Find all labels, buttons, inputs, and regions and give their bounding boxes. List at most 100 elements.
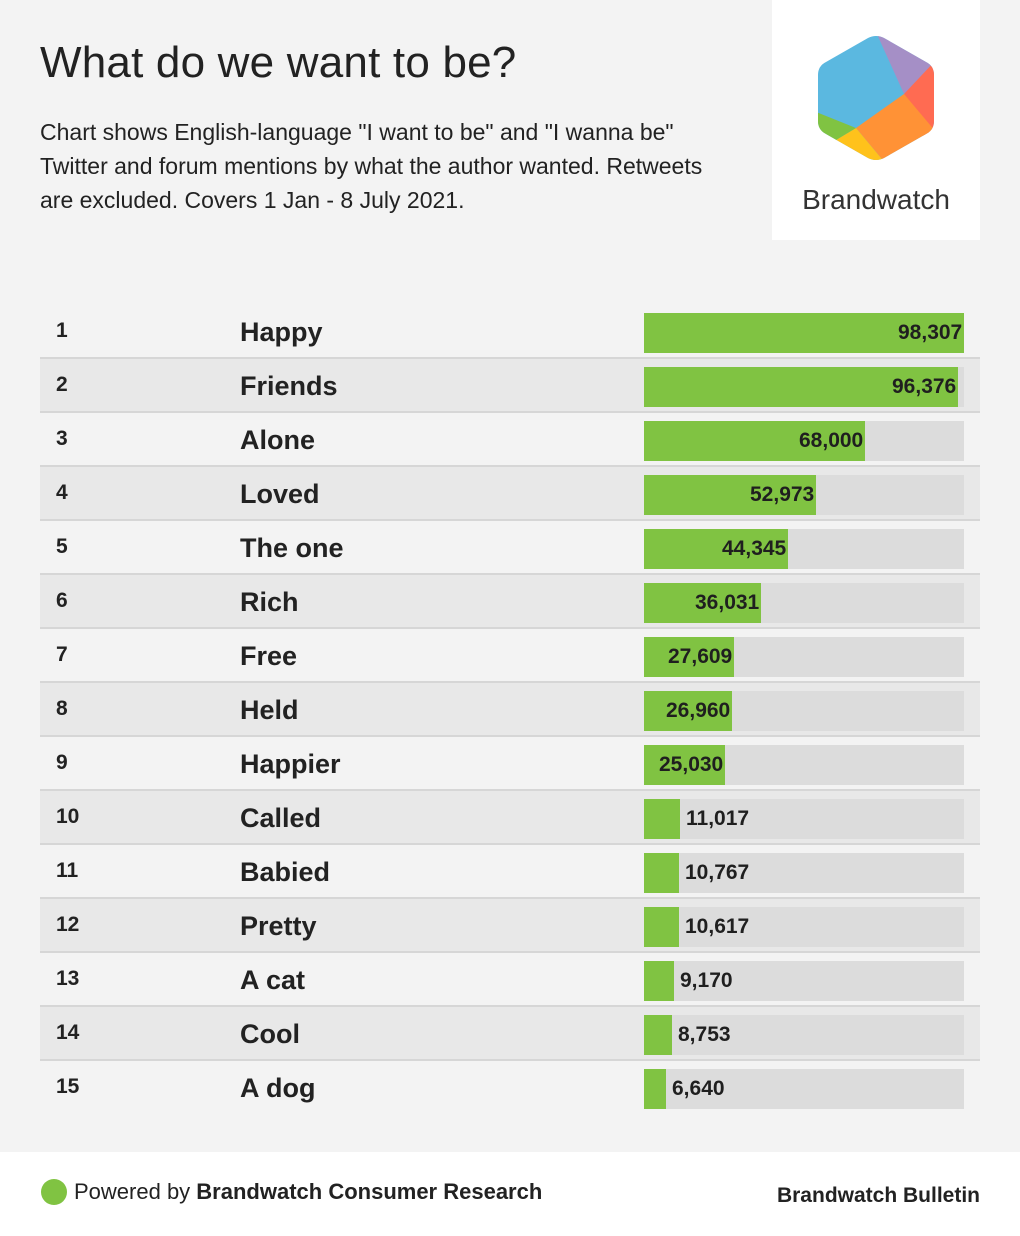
brand-logo-box: Brandwatch xyxy=(772,0,980,240)
bar-value-label: 10,617 xyxy=(685,915,750,938)
bar-track: 10,767 xyxy=(644,853,964,893)
rank-number: 2 xyxy=(56,373,68,396)
bar xyxy=(644,367,958,407)
bar-track: 27,609 xyxy=(644,637,964,677)
bar xyxy=(644,529,788,569)
powered-by-brand: Brandwatch Consumer Research xyxy=(196,1179,543,1204)
bar-track: 6,640 xyxy=(644,1069,964,1109)
bar-track: 44,345 xyxy=(644,529,964,569)
bar-track: 98,307 xyxy=(644,313,964,353)
table-row: 8 Held 26,960 xyxy=(40,683,980,737)
bar xyxy=(644,745,725,785)
row-divider xyxy=(40,411,980,413)
row-divider xyxy=(40,573,980,575)
rank-number: 14 xyxy=(56,1021,80,1044)
row-divider xyxy=(40,627,980,629)
category-label: Alone xyxy=(240,425,316,455)
rank-number: 5 xyxy=(56,535,68,558)
row-divider xyxy=(40,1005,980,1007)
category-label: Babied xyxy=(240,857,331,887)
category-label: A dog xyxy=(240,1073,316,1103)
rank-number: 7 xyxy=(56,643,68,666)
table-row: 9 Happier 25,030 xyxy=(40,737,980,791)
bar-value-label: 11,017 xyxy=(686,807,750,830)
rank-number: 9 xyxy=(56,751,68,774)
rank-number: 6 xyxy=(56,589,68,612)
bar-track: 52,973 xyxy=(644,475,964,515)
bar-track: 9,170 xyxy=(644,961,964,1001)
bar xyxy=(644,583,761,623)
row-divider xyxy=(40,897,980,899)
rank-number: 13 xyxy=(56,967,80,990)
page-title: What do we want to be? xyxy=(40,38,517,87)
rank-number: 11 xyxy=(56,859,79,882)
powered-by-credit: Powered by Brandwatch Consumer Research xyxy=(74,1179,542,1205)
category-label: Free xyxy=(240,641,298,671)
bar-track: 25,030 xyxy=(644,745,964,785)
table-row: 4 Loved 52,973 xyxy=(40,467,980,521)
table-row: 2 Friends 96,376 xyxy=(40,359,980,413)
bar xyxy=(644,961,674,1001)
table-row: 3 Alone 68,000 xyxy=(40,413,980,467)
bar xyxy=(644,853,679,893)
bar xyxy=(644,421,865,461)
bar xyxy=(644,1015,672,1055)
table-row: 11 Babied 10,767 xyxy=(40,845,980,899)
category-label: Happier xyxy=(240,749,341,779)
bar-value-label: 98,307 xyxy=(898,321,963,344)
category-label: Cool xyxy=(240,1019,300,1049)
bar-track: 11,017 xyxy=(644,799,964,839)
brandwatch-hexagon-icon xyxy=(818,36,934,160)
table-row: 10 Called 11,017 xyxy=(40,791,980,845)
table-row: 7 Free 27,609 xyxy=(40,629,980,683)
rank-number: 3 xyxy=(56,427,68,450)
bar xyxy=(644,637,734,677)
row-divider xyxy=(40,789,980,791)
bar xyxy=(644,691,732,731)
bar-value-label: 96,376 xyxy=(892,375,957,398)
category-label: Loved xyxy=(240,479,320,509)
bar-track: 10,617 xyxy=(644,907,964,947)
category-label: Pretty xyxy=(240,911,317,941)
bar-value-label: 44,345 xyxy=(722,537,787,560)
row-divider xyxy=(40,465,980,467)
category-label: A cat xyxy=(240,965,306,995)
bar xyxy=(644,313,964,353)
bar-value-label: 6,640 xyxy=(672,1077,725,1100)
bar xyxy=(644,799,680,839)
row-divider xyxy=(40,357,980,359)
category-label: Called xyxy=(240,803,322,833)
table-row: 14 Cool 8,753 xyxy=(40,1007,980,1061)
rank-number: 1 xyxy=(56,319,68,342)
bar-track: 96,376 xyxy=(644,367,964,407)
row-divider xyxy=(40,519,980,521)
bar-track: 8,753 xyxy=(644,1015,964,1055)
bulletin-credit: Brandwatch Bulletin xyxy=(776,1184,980,1207)
bar-value-label: 9,170 xyxy=(680,969,733,992)
category-label: Friends xyxy=(240,371,338,401)
bar xyxy=(644,1069,666,1109)
row-divider xyxy=(40,735,980,737)
table-row: 15 A dog 6,640 xyxy=(40,1061,980,1115)
bar-value-label: 27,609 xyxy=(668,645,733,668)
table-row: 13 A cat 9,170 xyxy=(40,953,980,1007)
rank-number: 8 xyxy=(56,697,68,720)
rank-number: 12 xyxy=(56,913,80,936)
chart-panel: What do we want to be? Chart shows Engli… xyxy=(0,0,1020,1152)
bar-value-label: 52,973 xyxy=(750,483,815,506)
category-label: Rich xyxy=(240,587,299,617)
table-row: 6 Rich 36,031 xyxy=(40,575,980,629)
bar-track: 36,031 xyxy=(644,583,964,623)
row-divider xyxy=(40,951,980,953)
powered-by-dot-icon xyxy=(41,1179,67,1205)
rank-number: 10 xyxy=(56,805,80,828)
row-divider xyxy=(40,843,980,845)
table-row: 12 Pretty 10,617 xyxy=(40,899,980,953)
bar-track: 26,960 xyxy=(644,691,964,731)
chart-subtitle: Chart shows English-language "I want to … xyxy=(40,119,703,213)
table-row: 5 The one 44,345 xyxy=(40,521,980,575)
bar-value-label: 8,753 xyxy=(678,1023,731,1046)
rank-number: 4 xyxy=(56,481,68,504)
bar-track: 68,000 xyxy=(644,421,964,461)
row-divider xyxy=(40,681,980,683)
